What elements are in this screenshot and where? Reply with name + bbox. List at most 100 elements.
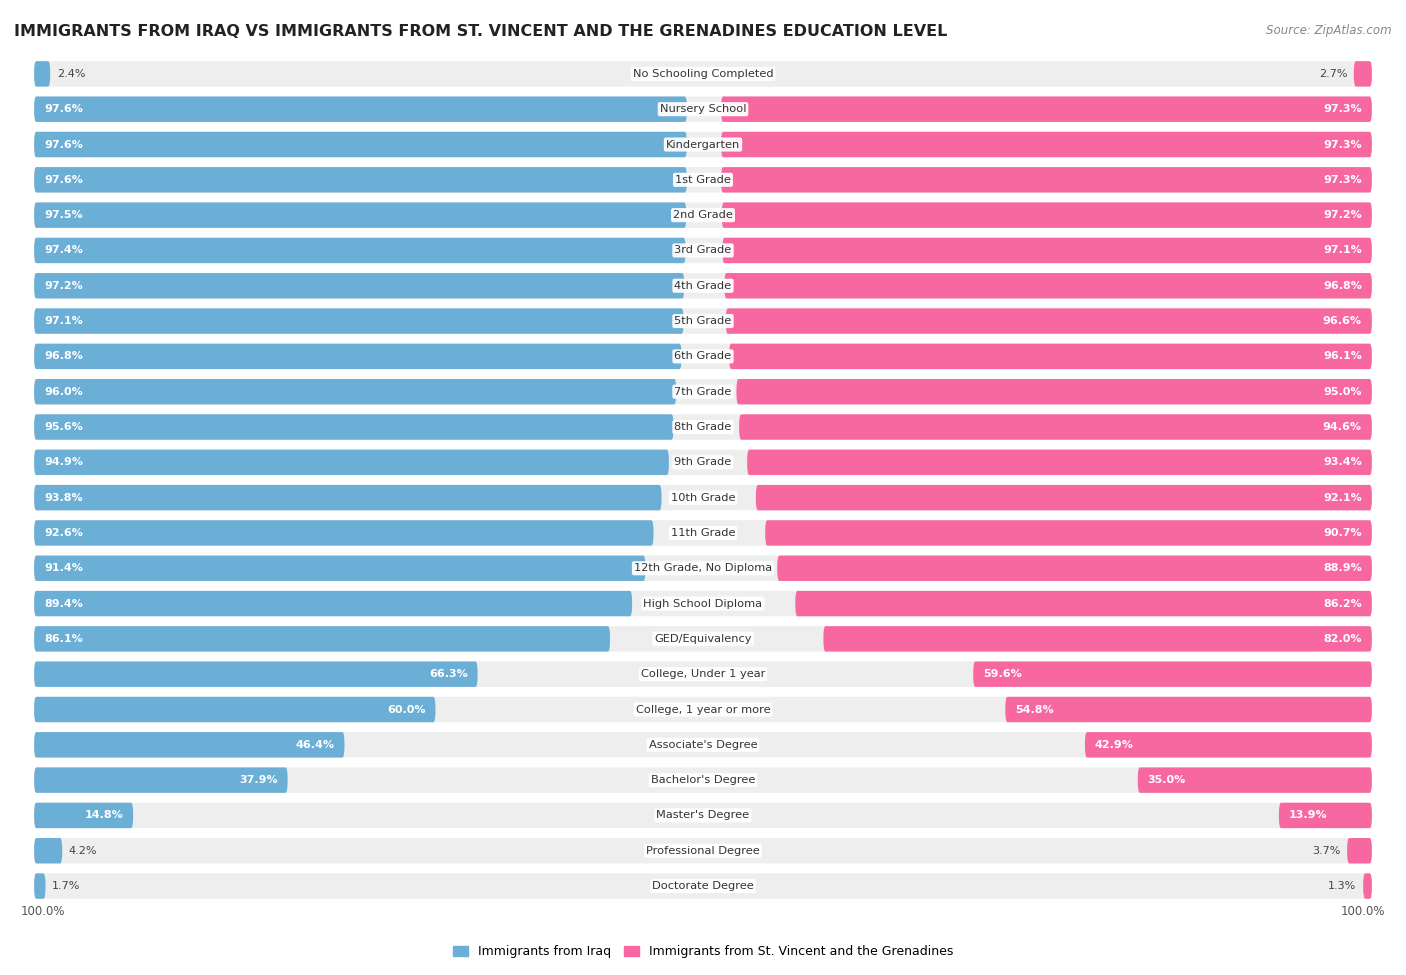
- Text: 7th Grade: 7th Grade: [675, 387, 731, 397]
- Text: 2nd Grade: 2nd Grade: [673, 211, 733, 220]
- Text: 3rd Grade: 3rd Grade: [675, 246, 731, 255]
- FancyBboxPatch shape: [730, 343, 1372, 370]
- FancyBboxPatch shape: [34, 591, 633, 616]
- FancyBboxPatch shape: [34, 697, 1372, 722]
- FancyBboxPatch shape: [34, 343, 682, 370]
- Text: 97.2%: 97.2%: [1323, 211, 1362, 220]
- FancyBboxPatch shape: [765, 521, 1372, 546]
- FancyBboxPatch shape: [34, 308, 683, 333]
- FancyBboxPatch shape: [778, 556, 1372, 581]
- FancyBboxPatch shape: [34, 838, 62, 864]
- FancyBboxPatch shape: [1279, 802, 1372, 828]
- Text: 8th Grade: 8th Grade: [675, 422, 731, 432]
- Text: 97.6%: 97.6%: [44, 104, 83, 114]
- Text: 86.2%: 86.2%: [1323, 599, 1362, 608]
- Text: 1.7%: 1.7%: [52, 881, 80, 891]
- FancyBboxPatch shape: [34, 556, 645, 581]
- Text: 10th Grade: 10th Grade: [671, 492, 735, 503]
- Text: 92.6%: 92.6%: [44, 527, 83, 538]
- Text: Nursery School: Nursery School: [659, 104, 747, 114]
- FancyBboxPatch shape: [34, 61, 51, 87]
- Text: 91.4%: 91.4%: [44, 564, 83, 573]
- FancyBboxPatch shape: [1005, 697, 1372, 722]
- Text: 97.4%: 97.4%: [44, 246, 83, 255]
- FancyBboxPatch shape: [34, 449, 669, 475]
- FancyBboxPatch shape: [34, 556, 1372, 581]
- FancyBboxPatch shape: [34, 732, 1372, 758]
- Text: 97.2%: 97.2%: [44, 281, 83, 291]
- Text: 94.6%: 94.6%: [1323, 422, 1362, 432]
- FancyBboxPatch shape: [34, 802, 134, 828]
- FancyBboxPatch shape: [34, 874, 45, 899]
- Text: 97.6%: 97.6%: [44, 175, 83, 185]
- Text: 60.0%: 60.0%: [387, 705, 426, 715]
- Text: 94.9%: 94.9%: [44, 457, 83, 467]
- Text: 96.6%: 96.6%: [1323, 316, 1362, 326]
- Text: High School Diploma: High School Diploma: [644, 599, 762, 608]
- FancyBboxPatch shape: [34, 97, 688, 122]
- FancyBboxPatch shape: [34, 626, 610, 651]
- Text: 3.7%: 3.7%: [1312, 845, 1340, 856]
- Text: 96.8%: 96.8%: [1323, 281, 1362, 291]
- FancyBboxPatch shape: [34, 661, 1372, 687]
- Text: 46.4%: 46.4%: [295, 740, 335, 750]
- FancyBboxPatch shape: [34, 626, 1372, 651]
- FancyBboxPatch shape: [723, 238, 1372, 263]
- FancyBboxPatch shape: [34, 521, 1372, 546]
- FancyBboxPatch shape: [34, 238, 1372, 263]
- Legend: Immigrants from Iraq, Immigrants from St. Vincent and the Grenadines: Immigrants from Iraq, Immigrants from St…: [449, 940, 957, 963]
- Text: 59.6%: 59.6%: [983, 669, 1022, 680]
- FancyBboxPatch shape: [34, 697, 436, 722]
- Text: 82.0%: 82.0%: [1323, 634, 1362, 644]
- Text: 93.4%: 93.4%: [1323, 457, 1362, 467]
- Text: College, Under 1 year: College, Under 1 year: [641, 669, 765, 680]
- FancyBboxPatch shape: [824, 626, 1372, 651]
- Text: 92.1%: 92.1%: [1323, 492, 1362, 503]
- Text: 1st Grade: 1st Grade: [675, 175, 731, 185]
- Text: 89.4%: 89.4%: [44, 599, 83, 608]
- Text: Bachelor's Degree: Bachelor's Degree: [651, 775, 755, 785]
- FancyBboxPatch shape: [34, 414, 673, 440]
- FancyBboxPatch shape: [34, 203, 686, 228]
- Text: 97.6%: 97.6%: [44, 139, 83, 149]
- FancyBboxPatch shape: [1085, 732, 1372, 758]
- FancyBboxPatch shape: [34, 273, 685, 298]
- Text: College, 1 year or more: College, 1 year or more: [636, 705, 770, 715]
- FancyBboxPatch shape: [721, 203, 1372, 228]
- Text: 14.8%: 14.8%: [84, 810, 124, 820]
- FancyBboxPatch shape: [756, 485, 1372, 510]
- Text: 97.3%: 97.3%: [1323, 139, 1362, 149]
- Text: 42.9%: 42.9%: [1095, 740, 1133, 750]
- Text: 90.7%: 90.7%: [1323, 527, 1362, 538]
- Text: 88.9%: 88.9%: [1323, 564, 1362, 573]
- FancyBboxPatch shape: [1347, 838, 1372, 864]
- Text: 97.1%: 97.1%: [44, 316, 83, 326]
- FancyBboxPatch shape: [34, 61, 1372, 87]
- FancyBboxPatch shape: [34, 732, 344, 758]
- Text: Doctorate Degree: Doctorate Degree: [652, 881, 754, 891]
- FancyBboxPatch shape: [34, 521, 654, 546]
- FancyBboxPatch shape: [34, 838, 1372, 864]
- Text: 12th Grade, No Diploma: 12th Grade, No Diploma: [634, 564, 772, 573]
- Text: 95.6%: 95.6%: [44, 422, 83, 432]
- FancyBboxPatch shape: [34, 874, 1372, 899]
- Text: IMMIGRANTS FROM IRAQ VS IMMIGRANTS FROM ST. VINCENT AND THE GRENADINES EDUCATION: IMMIGRANTS FROM IRAQ VS IMMIGRANTS FROM …: [14, 24, 948, 39]
- FancyBboxPatch shape: [737, 379, 1372, 405]
- Text: 97.1%: 97.1%: [1323, 246, 1362, 255]
- Text: 37.9%: 37.9%: [239, 775, 277, 785]
- Text: 2.7%: 2.7%: [1319, 69, 1347, 79]
- Text: 96.1%: 96.1%: [1323, 351, 1362, 362]
- Text: 96.0%: 96.0%: [44, 387, 83, 397]
- FancyBboxPatch shape: [1137, 767, 1372, 793]
- Text: 100.0%: 100.0%: [1341, 905, 1385, 918]
- FancyBboxPatch shape: [34, 132, 688, 157]
- Text: 1.3%: 1.3%: [1329, 881, 1357, 891]
- FancyBboxPatch shape: [34, 591, 1372, 616]
- Text: GED/Equivalency: GED/Equivalency: [654, 634, 752, 644]
- FancyBboxPatch shape: [721, 167, 1372, 192]
- FancyBboxPatch shape: [34, 767, 1372, 793]
- FancyBboxPatch shape: [34, 167, 1372, 192]
- FancyBboxPatch shape: [34, 485, 1372, 510]
- FancyBboxPatch shape: [973, 661, 1372, 687]
- Text: 6th Grade: 6th Grade: [675, 351, 731, 362]
